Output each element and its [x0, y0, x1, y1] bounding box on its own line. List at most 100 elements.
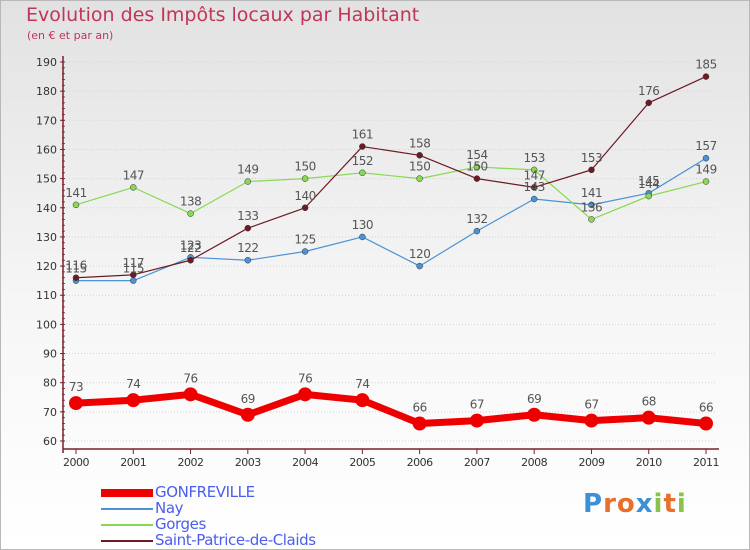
data-point [72, 274, 80, 281]
data-point [530, 195, 538, 203]
y-tick-label: 70 [43, 406, 57, 419]
legend-swatch [101, 524, 153, 526]
data-label: 74 [355, 377, 369, 391]
data-point [530, 184, 538, 191]
data-label: 150 [294, 160, 315, 174]
data-label: 143 [523, 180, 544, 194]
y-tick-label: 120 [36, 260, 57, 273]
logo-letter: i [676, 489, 687, 519]
data-label: 68 [642, 395, 656, 409]
data-label: 161 [352, 128, 373, 142]
legend-item: GONFREVILLE [101, 483, 401, 501]
data-point [301, 204, 309, 212]
data-label: 122 [180, 241, 201, 255]
data-label: 67 [470, 398, 484, 412]
data-point [412, 416, 427, 431]
data-label: 76 [183, 371, 197, 385]
data-point [645, 99, 652, 107]
legend-item: Nay [101, 499, 401, 517]
data-label: 141 [65, 186, 86, 200]
data-label: 185 [695, 58, 716, 72]
legend-item: Gorges [101, 515, 401, 533]
data-label: 69 [527, 392, 541, 406]
x-tick-label: 2006 [407, 456, 433, 469]
legend-swatch [101, 489, 153, 497]
data-label: 144 [638, 177, 659, 191]
logo-letter: r [603, 489, 617, 519]
data-label: 138 [180, 195, 201, 209]
data-label: 130 [352, 218, 373, 232]
data-point [301, 248, 309, 255]
logo-letter: x [635, 489, 654, 519]
y-tick-label: 170 [36, 114, 57, 127]
legend-swatch [101, 540, 153, 542]
chart-subtitle: (en € et par an) [27, 29, 114, 42]
data-point [69, 396, 83, 411]
data-label: 152 [352, 154, 373, 168]
data-point [130, 271, 137, 279]
data-point [645, 192, 652, 200]
x-tick-label: 2011 [693, 456, 719, 469]
data-point [126, 393, 141, 408]
data-label: 120 [409, 247, 430, 261]
x-tick-label: 2004 [292, 456, 318, 469]
x-tick-label: 2000 [63, 456, 89, 469]
data-point [527, 407, 542, 422]
y-tick-label: 140 [36, 202, 57, 215]
data-label: 153 [581, 151, 602, 165]
y-tick-label: 180 [36, 85, 57, 98]
y-tick-label: 110 [36, 289, 57, 302]
y-tick-label: 160 [36, 143, 57, 156]
data-point [187, 210, 194, 217]
data-label: 67 [584, 398, 598, 412]
data-point [244, 224, 252, 232]
data-label: 73 [69, 380, 83, 394]
data-point [702, 178, 710, 185]
data-point [130, 184, 137, 191]
data-point [244, 178, 252, 185]
legend-label: Saint-Patrice-de-Claids [155, 531, 316, 549]
data-point [702, 73, 710, 80]
data-point [702, 154, 710, 162]
data-point [187, 256, 194, 264]
data-point [298, 387, 313, 402]
data-point [416, 175, 423, 182]
data-label: 117 [123, 256, 144, 270]
x-tick-label: 2001 [120, 456, 146, 469]
data-label: 150 [409, 160, 430, 174]
y-tick-label: 130 [36, 231, 57, 244]
data-point [240, 407, 255, 422]
legend-label: Nay [155, 499, 184, 517]
x-tick-label: 2010 [636, 456, 662, 469]
logo-letter: P [583, 489, 604, 519]
data-label: 141 [581, 186, 602, 200]
data-point [355, 393, 370, 408]
y-tick-label: 150 [36, 173, 57, 186]
legend-swatch [101, 508, 153, 510]
data-label: 176 [638, 84, 659, 98]
data-label: 149 [237, 163, 258, 177]
data-label: 147 [523, 168, 544, 182]
x-tick-label: 2008 [521, 456, 547, 469]
data-point [588, 216, 595, 223]
x-tick-label: 2007 [464, 456, 490, 469]
series-line-nay [76, 157, 707, 282]
y-tick-label: 60 [43, 435, 57, 448]
data-point [244, 256, 252, 264]
data-point [130, 277, 137, 284]
x-tick-label: 2003 [235, 456, 261, 469]
data-point [473, 227, 481, 235]
data-label: 125 [294, 233, 315, 247]
series-line-gonfreville [75, 390, 707, 428]
data-label: 136 [581, 200, 602, 214]
x-tick-label: 2002 [178, 456, 204, 469]
y-tick-label: 80 [43, 377, 57, 390]
data-label: 115 [123, 262, 144, 276]
data-point [699, 416, 713, 431]
data-label: 154 [466, 148, 487, 162]
data-label: 74 [126, 377, 140, 391]
data-point [473, 175, 481, 182]
data-label: 66 [412, 401, 426, 415]
